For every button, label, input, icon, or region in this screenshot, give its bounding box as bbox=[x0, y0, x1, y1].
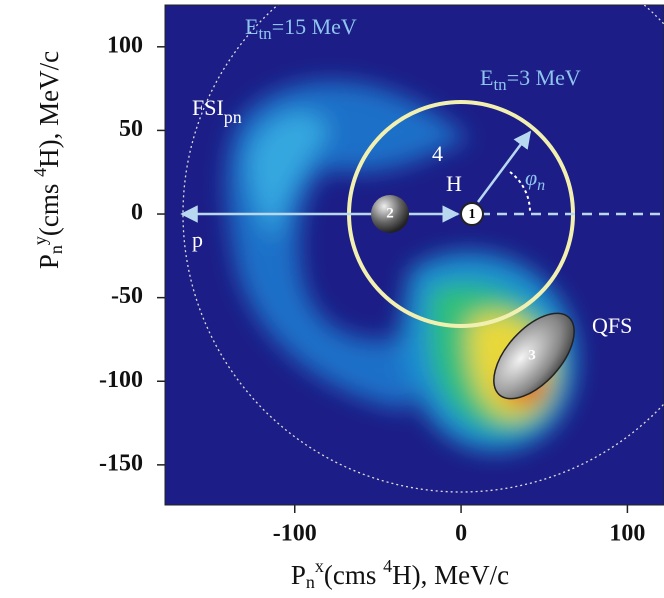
n-arrow bbox=[476, 130, 532, 203]
annotation: 4 bbox=[432, 141, 443, 166]
y-axis-label: Pny(cms 4H), MeV/c bbox=[30, 51, 66, 269]
x-tick-label: 100 bbox=[609, 521, 645, 547]
ball-2 bbox=[371, 195, 409, 233]
annotation: Etn=3 MeV bbox=[480, 65, 581, 94]
y-tick-label: 50 bbox=[119, 116, 143, 142]
y-tick-label: -50 bbox=[111, 283, 143, 309]
ball-label: 2 bbox=[386, 205, 394, 221]
annotation: p bbox=[192, 227, 203, 252]
ball-3 bbox=[493, 312, 575, 400]
annotation: QFS bbox=[592, 313, 632, 338]
annotation: H bbox=[446, 171, 462, 196]
y-tick-label: -150 bbox=[99, 450, 143, 476]
annotation: Etn=15 MeV bbox=[245, 14, 357, 43]
phi-arc bbox=[509, 171, 531, 213]
x-tick-label: 0 bbox=[455, 521, 467, 547]
x-tick-label: -100 bbox=[273, 521, 317, 547]
annotation: φn bbox=[525, 165, 545, 194]
ball-label: 3 bbox=[528, 347, 536, 363]
y-tick-label: -100 bbox=[99, 367, 143, 393]
annotation: FSIpn bbox=[192, 95, 242, 127]
y-tick-label: 100 bbox=[107, 32, 143, 58]
e15-circle bbox=[182, 5, 664, 493]
ball-1 bbox=[460, 202, 484, 226]
y-tick-label: 0 bbox=[131, 200, 143, 226]
x-axis-label: Pnx(cms 4H), MeV/c bbox=[291, 556, 509, 592]
ball-label: 1 bbox=[469, 207, 476, 222]
